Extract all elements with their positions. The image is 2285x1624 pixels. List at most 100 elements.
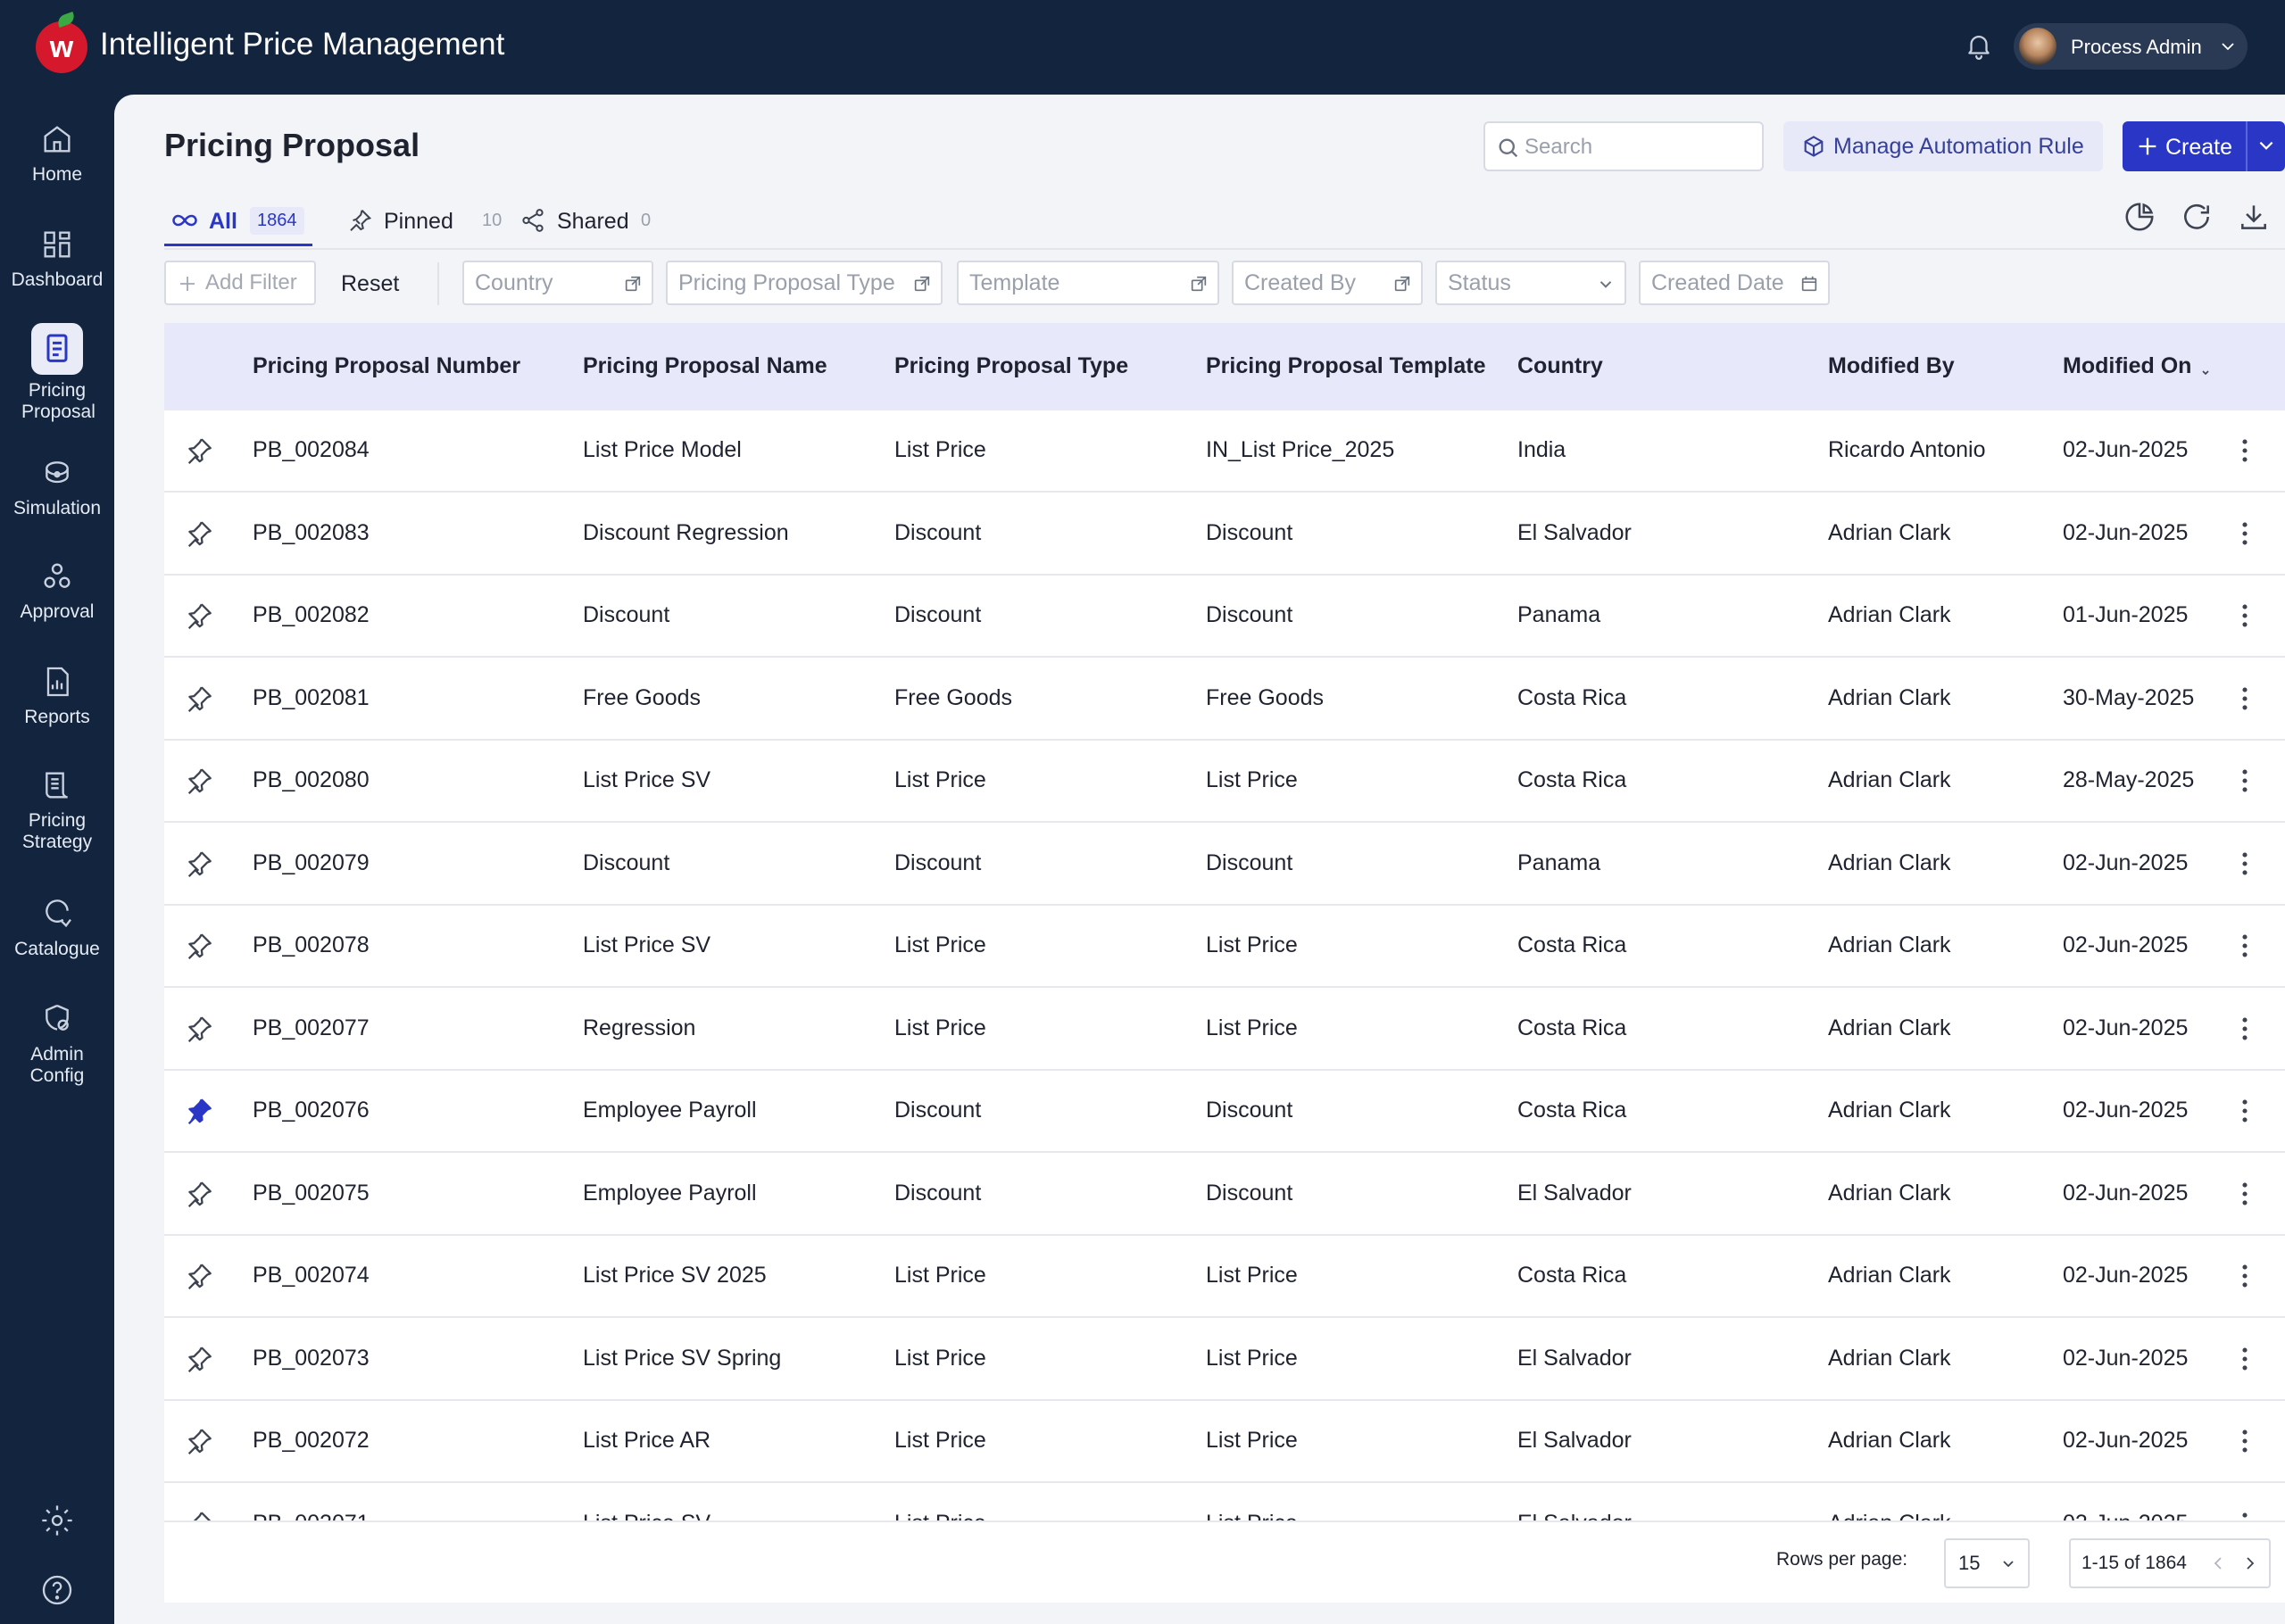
pin-icon[interactable]: [184, 1426, 214, 1456]
table-row[interactable]: PB_002079 Discount Discount Discount Panama A…: [164, 823, 2285, 906]
column-header-type[interactable]: Pricing Proposal Type: [894, 353, 1129, 378]
more-options-icon[interactable]: [2230, 1509, 2260, 1521]
country-filter[interactable]: Country: [462, 261, 653, 305]
proposal-type-filter[interactable]: Pricing Proposal Type: [666, 261, 943, 305]
pie-chart-icon[interactable]: [2123, 200, 2156, 234]
table-row[interactable]: PB_002076 Employee Payroll Discount Discoun…: [164, 1071, 2285, 1153]
table-row[interactable]: PB_002071 List Price SV List Price List Pri…: [164, 1483, 2285, 1521]
more-options-icon[interactable]: [2230, 1096, 2260, 1126]
bell-icon[interactable]: [1964, 30, 1994, 61]
pin-icon[interactable]: [184, 849, 214, 879]
created-by-filter[interactable]: Created By: [1232, 261, 1423, 305]
cell-template: Discount: [1206, 1098, 1293, 1123]
pin-icon[interactable]: [184, 1179, 214, 1209]
table-row[interactable]: PB_002080 List Price SV List Price List Pri…: [164, 741, 2285, 823]
table-row[interactable]: PB_002082 Discount Discount Discount Panama A…: [164, 576, 2285, 658]
create-button[interactable]: Create: [2123, 121, 2285, 171]
pin-icon[interactable]: [184, 931, 214, 961]
pin-icon[interactable]: [184, 435, 214, 466]
tab-all[interactable]: All 1864: [164, 200, 312, 246]
pin-icon[interactable]: [184, 1261, 214, 1291]
cell-number: PB_002083: [253, 519, 370, 545]
sidebar-item-dashboard[interactable]: Dashboard: [0, 227, 114, 291]
more-options-icon[interactable]: [2230, 1426, 2260, 1456]
sidebar-item-home[interactable]: Home: [0, 121, 114, 186]
tabs-divider: [164, 248, 2285, 250]
created-date-filter[interactable]: Created Date: [1639, 261, 1830, 305]
pin-icon[interactable]: [184, 766, 214, 796]
cell-country: Costa Rica: [1517, 767, 1627, 792]
pagination-bar: Rows per page: 15 1-15 of 1864: [164, 1520, 2285, 1603]
column-header-country[interactable]: Country: [1517, 353, 1603, 378]
pin-icon[interactable]: [184, 1344, 214, 1374]
more-options-icon[interactable]: [2230, 435, 2260, 466]
column-header-template[interactable]: Pricing Proposal Template: [1206, 353, 1486, 378]
cell-country: El Salvador: [1517, 1511, 1632, 1521]
manage-automation-button[interactable]: Manage Automation Rule: [1783, 121, 2103, 171]
table-row[interactable]: PB_002072 List Price AR List Price List Pri…: [164, 1401, 2285, 1483]
sidebar-item-approval[interactable]: Approval: [0, 559, 114, 623]
sidebar-item-catalogue[interactable]: Catalogue: [0, 896, 114, 960]
sidebar-item-admin-config[interactable]: Admin Config: [0, 1001, 114, 1087]
add-filter-button[interactable]: Add Filter: [164, 261, 316, 305]
sidebar-item-label: Simulation: [12, 498, 102, 518]
reset-button[interactable]: Reset: [341, 271, 400, 296]
help-icon[interactable]: [39, 1572, 75, 1608]
table-row[interactable]: PB_002083 Discount Regression Discount Disc…: [164, 493, 2285, 576]
cell-modified-on: 02-Jun-2025: [2063, 437, 2189, 462]
column-header-modified-by[interactable]: Modified By: [1828, 353, 1955, 378]
more-options-icon[interactable]: [2230, 849, 2260, 879]
column-header-number[interactable]: Pricing Proposal Number: [253, 353, 521, 378]
sort-icon[interactable]: [2199, 366, 2212, 378]
pin-icon[interactable]: [184, 518, 214, 549]
more-options-icon[interactable]: [2230, 684, 2260, 714]
more-options-icon[interactable]: [2230, 931, 2260, 961]
tab-count-badge: 0: [641, 211, 652, 230]
table-row[interactable]: PB_002075 Employee Payroll Discount Discoun…: [164, 1153, 2285, 1236]
sidebar-item-pricing-proposal[interactable]: Pricing Proposal: [0, 323, 114, 423]
more-options-icon[interactable]: [2230, 1014, 2260, 1044]
cell-type: Free Goods: [894, 684, 1013, 710]
more-options-icon[interactable]: [2230, 1344, 2260, 1374]
refresh-icon[interactable]: [2180, 200, 2214, 234]
rows-per-page-select[interactable]: 15: [1944, 1538, 2030, 1588]
chevron-right-icon[interactable]: [2240, 1554, 2258, 1572]
column-header-name[interactable]: Pricing Proposal Name: [583, 353, 827, 378]
table-row[interactable]: PB_002073 List Price SV Spring List Price L…: [164, 1318, 2285, 1401]
cell-name: List Price Model: [583, 437, 742, 462]
pin-icon[interactable]: [184, 1014, 214, 1044]
table-row[interactable]: PB_002084 List Price Model List Price IN_Li…: [164, 410, 2285, 493]
page-title: Pricing Proposal: [164, 127, 420, 163]
pin-icon[interactable]: [184, 1509, 214, 1521]
more-options-icon[interactable]: [2230, 766, 2260, 796]
pin-icon[interactable]: [184, 1096, 214, 1126]
template-filter[interactable]: Template: [957, 261, 1219, 305]
tab-pinned[interactable]: Pinned 10: [339, 200, 502, 246]
settings-icon[interactable]: [39, 1503, 75, 1538]
chevron-left-icon[interactable]: [2210, 1554, 2228, 1572]
tab-shared[interactable]: Shared 0: [512, 200, 655, 246]
sidebar-item-reports[interactable]: Reports: [0, 664, 114, 728]
search-box[interactable]: [1483, 121, 1764, 171]
cell-name: Employee Payroll: [583, 1180, 757, 1206]
app-logo[interactable]: w: [36, 11, 87, 73]
more-options-icon[interactable]: [2230, 1261, 2260, 1291]
table-row[interactable]: PB_002074 List Price SV 2025 List Price Lis…: [164, 1236, 2285, 1318]
user-menu[interactable]: Process Admin: [2014, 23, 2248, 70]
pin-icon[interactable]: [184, 601, 214, 631]
search-input[interactable]: [1525, 132, 1753, 162]
pin-icon[interactable]: [184, 684, 214, 714]
cell-modified-on: 28-May-2025: [2063, 767, 2195, 792]
download-icon[interactable]: [2237, 200, 2271, 234]
more-options-icon[interactable]: [2230, 1179, 2260, 1209]
table-row[interactable]: PB_002077 Regression List Price List Price C…: [164, 988, 2285, 1071]
create-dropdown-button[interactable]: [2248, 121, 2285, 171]
status-filter[interactable]: Status: [1435, 261, 1626, 305]
sidebar-item-simulation[interactable]: Simulation: [0, 455, 114, 519]
more-options-icon[interactable]: [2230, 518, 2260, 549]
table-row[interactable]: PB_002081 Free Goods Free Goods Free Goods C…: [164, 658, 2285, 741]
column-header-modified-on[interactable]: Modified On: [2063, 353, 2192, 378]
sidebar-item-pricing-strategy[interactable]: Pricing Strategy: [0, 767, 114, 853]
more-options-icon[interactable]: [2230, 601, 2260, 631]
table-row[interactable]: PB_002078 List Price SV List Price List Pri…: [164, 906, 2285, 988]
